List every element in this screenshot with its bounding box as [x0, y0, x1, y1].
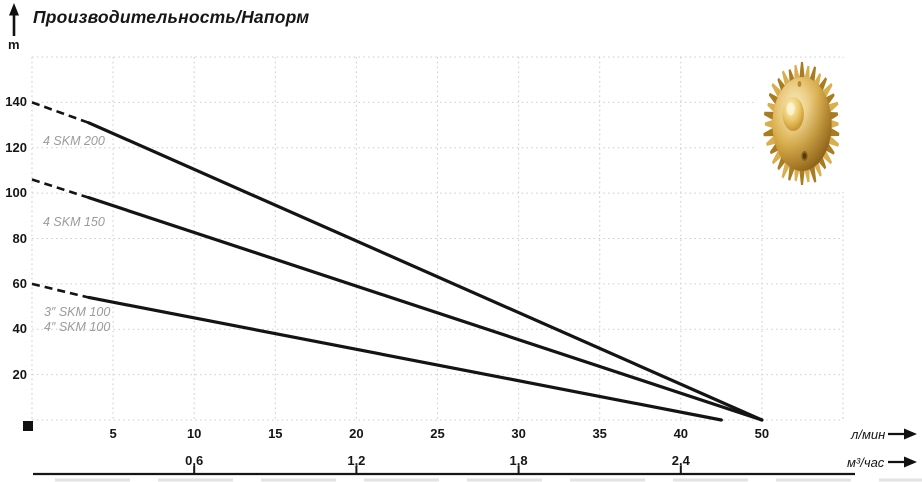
chart-title: Производительность/Напорм — [33, 7, 310, 27]
lmin-axis-arrow-icon — [888, 428, 917, 440]
m3h-tick-label: 1,8 — [509, 453, 528, 468]
grid-lines — [31, 56, 844, 421]
x-tick-label: 5 — [109, 426, 117, 441]
y-tick-label: 20 — [12, 366, 27, 382]
x-tick-label: 25 — [430, 426, 445, 441]
pump-curve — [31, 178, 764, 422]
y-tick-label: 80 — [12, 230, 27, 246]
x-tick-label: 50 — [754, 426, 770, 441]
x-tick-label: 20 — [349, 426, 364, 441]
m3h-axis-ticks — [193, 465, 682, 474]
x-tick-label: 30 — [511, 426, 526, 441]
x-tick-label: 15 — [268, 426, 283, 441]
m3h-tick-label: 2,4 — [671, 453, 690, 468]
y-tick-label: 120 — [5, 139, 27, 155]
y-axis-unit-label: m — [8, 37, 20, 52]
x-tick-label: 40 — [673, 426, 689, 441]
curve-label-4skm100: 4″ SKM 100 — [44, 320, 111, 334]
y-tick-label: 100 — [5, 185, 27, 201]
y-axis-arrow-icon — [9, 3, 19, 36]
x-axis-unit-m3h: м³/час — [847, 455, 885, 470]
impeller-image — [763, 62, 840, 185]
pump-curve — [31, 282, 723, 422]
m3h-tick-label: 0,6 — [185, 453, 204, 468]
m3h-axis-arrow-icon — [888, 456, 917, 468]
pump-curves — [31, 101, 764, 422]
curve-label-3skm100: 3″ SKM 100 — [44, 305, 111, 319]
origin-marker — [23, 421, 33, 431]
x-tick-label: 35 — [592, 426, 607, 441]
y-tick-label: 140 — [5, 94, 27, 110]
x-tick-label: 10 — [186, 426, 202, 441]
curve-label-4skm150: 4 SKM 150 — [43, 215, 105, 229]
y-tick-label: 60 — [12, 275, 27, 291]
y-tick-label: 40 — [12, 321, 27, 337]
m3h-tick-label: 1,2 — [347, 453, 366, 468]
x-axis-unit-lmin: л/мин — [851, 427, 886, 442]
pump-curve — [31, 101, 764, 422]
curve-label-4skm200: 4 SKM 200 — [43, 134, 105, 148]
